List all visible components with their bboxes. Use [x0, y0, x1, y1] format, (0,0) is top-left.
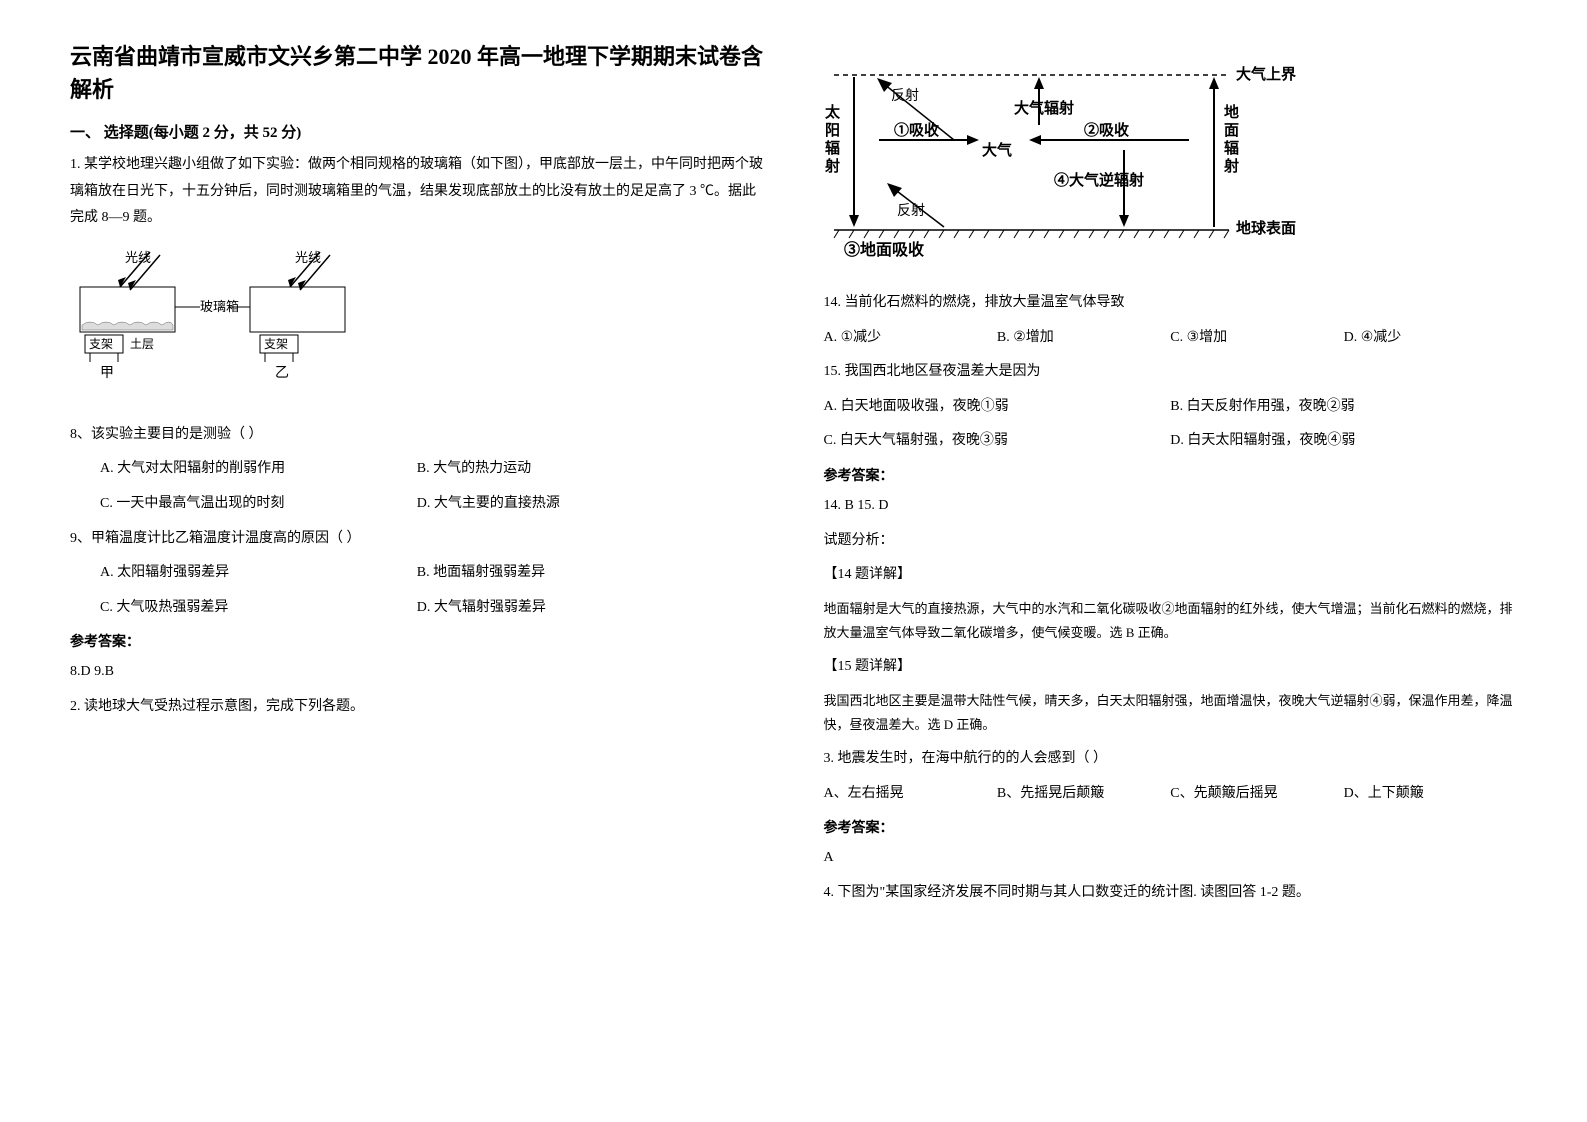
answer2-header: 参考答案：: [824, 465, 1518, 485]
q2-stem: 2. 读地球大气受热过程示意图，完成下列各题。: [70, 694, 764, 721]
q8-opt-c: C. 一天中最高气温出现的时刻: [70, 491, 417, 518]
ground-rad-2: 面: [1224, 122, 1239, 139]
light-label-1: 光线: [125, 250, 151, 265]
heating-diagram: 大气上界 反射 大气辐射 太 阳 辐 射 地 面 辐 射 ①吸收 大气 ②吸收 …: [824, 55, 1518, 275]
q14-opt-b: B. ②增加: [997, 325, 1170, 352]
q8-opt-a: A. 大气对太阳辐射的削弱作用: [70, 456, 417, 483]
q15-opt-a: A. 白天地面吸收强，夜晚①弱: [824, 394, 1171, 421]
q9-stem: 9、甲箱温度计比乙箱温度计温度高的原因（ ）: [70, 526, 764, 553]
q15-detail: 我国西北地区主要是温带大陆性气候，晴天多，白天太阳辐射强，地面增温快，夜晚大气逆…: [824, 689, 1518, 738]
right-column: 大气上界 反射 大气辐射 太 阳 辐 射 地 面 辐 射 ①吸收 大气 ②吸收 …: [824, 40, 1518, 914]
q14-opt-c: C. ③增加: [1170, 325, 1343, 352]
answer1-header: 参考答案：: [70, 631, 764, 651]
ground-absorb-label: ③地面吸收: [844, 240, 924, 259]
solar-rad-4: 射: [824, 157, 840, 175]
glassbox-diagram: 光线 光线 玻璃箱 支架 土层 支架 甲 乙: [70, 247, 764, 407]
absorb2-label: ②吸收: [1084, 121, 1129, 139]
q15-opt-c: C. 白天大气辐射强，夜晚③弱: [824, 428, 1171, 455]
reflection-label-1: 反射: [891, 88, 919, 104]
q14-opt-d: D. ④减少: [1344, 325, 1517, 352]
bracket-label-2: 支架: [264, 337, 288, 351]
upper-boundary-label: 大气上界: [1236, 65, 1296, 83]
q3-opt-c: C、先颠簸后摇晃: [1170, 781, 1343, 808]
glassbox-label: 玻璃箱: [200, 299, 239, 314]
earth-surface-label: 地球表面: [1236, 219, 1296, 237]
analysis-label: 试题分析：: [824, 528, 1518, 555]
answer3: A: [824, 845, 1518, 872]
q3-opt-d: D、上下颠簸: [1344, 781, 1517, 808]
answer2: 14. B 15. D: [824, 493, 1518, 520]
solar-rad-1: 太: [825, 103, 841, 121]
q3-opt-a: A、左右摇晃: [824, 781, 997, 808]
light-label-2: 光线: [295, 250, 321, 265]
q8-opt-b: B. 大气的热力运动: [417, 456, 764, 483]
solar-rad-3: 辐: [825, 139, 840, 157]
q14-opt-a: A. ①减少: [824, 325, 997, 352]
q15-detail-header: 【15 题详解】: [824, 654, 1518, 681]
q4-stem: 4. 下图为"某国家经济发展不同时期与其人口数变迁的统计图. 读图回答 1-2 …: [824, 880, 1518, 907]
answer1: 8.D 9.B: [70, 659, 764, 686]
q14-detail-header: 【14 题详解】: [824, 562, 1518, 589]
q9-opt-c: C. 大气吸热强弱差异: [70, 595, 417, 622]
q9-opt-d: D. 大气辐射强弱差异: [417, 595, 764, 622]
q15-opt-d: D. 白天太阳辐射强，夜晚④弱: [1170, 428, 1517, 455]
section-header: 一、 选择题(每小题 2 分，共 52 分): [70, 121, 764, 142]
exam-title: 云南省曲靖市宣威市文兴乡第二中学 2020 年高一地理下学期期末试卷含解析: [70, 40, 764, 106]
atm-radiation-label: 大气辐射: [1014, 99, 1074, 117]
soil-label: 土层: [130, 337, 154, 351]
q3-opt-b: B、先摇晃后颠簸: [997, 781, 1170, 808]
reflection-label-2: 反射: [897, 203, 925, 219]
q1-intro: 1. 某学校地理兴趣小组做了如下实验：做两个相同规格的玻璃箱（如下图），甲底部放…: [70, 152, 764, 232]
q14-detail: 地面辐射是大气的直接热源，大气中的水汽和二氧化碳吸收②地面辐射的红外线，使大气增…: [824, 597, 1518, 646]
atmosphere-label: 大气: [982, 141, 1012, 159]
jia-label: 甲: [100, 366, 114, 381]
q9-opt-b: B. 地面辐射强弱差异: [417, 560, 764, 587]
q15-opt-b: B. 白天反射作用强，夜晚②弱: [1170, 394, 1517, 421]
solar-rad-2: 阳: [825, 122, 840, 139]
q9-opt-a: A. 太阳辐射强弱差异: [70, 560, 417, 587]
absorb1-label: ①吸收: [894, 121, 939, 139]
q3-stem: 3. 地震发生时，在海中航行的的人会感到（ ）: [824, 746, 1518, 773]
ground-rad-4: 射: [1223, 157, 1239, 175]
back-radiation-label: ④大气逆辐射: [1054, 171, 1144, 189]
left-column: 云南省曲靖市宣威市文兴乡第二中学 2020 年高一地理下学期期末试卷含解析 一、…: [70, 40, 764, 914]
q15-stem: 15. 我国西北地区昼夜温差大是因为: [824, 359, 1518, 386]
q8-opt-d: D. 大气主要的直接热源: [417, 491, 764, 518]
ground-rad-3: 辐: [1224, 139, 1239, 157]
q8-stem: 8、该实验主要目的是测验（ ）: [70, 422, 764, 449]
ground-rad-1: 地: [1224, 103, 1239, 121]
bracket-label-1: 支架: [89, 337, 113, 351]
answer3-header: 参考答案：: [824, 817, 1518, 837]
yi-label: 乙: [275, 365, 289, 381]
q14-stem: 14. 当前化石燃料的燃烧，排放大量温室气体导致: [824, 290, 1518, 317]
